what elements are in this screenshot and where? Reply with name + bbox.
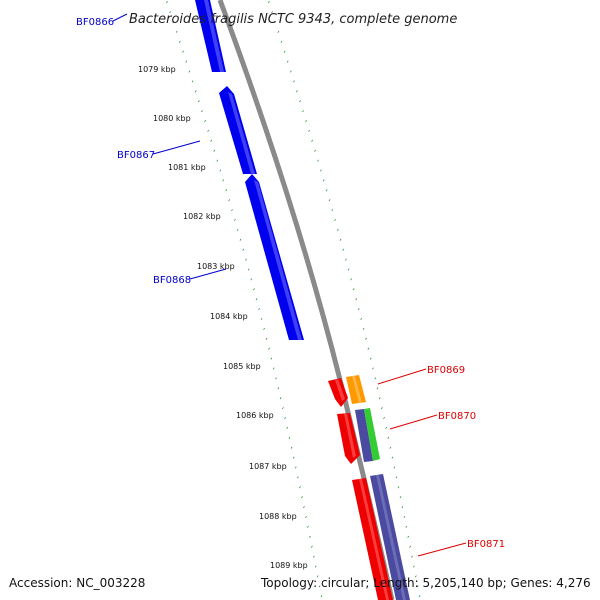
reverse-strand-genes	[328, 375, 410, 600]
gene-bf0868-shape[interactable]	[245, 174, 304, 340]
gene-label-bf0866[interactable]: BF0866	[76, 17, 114, 28]
gene-bf0867-shape[interactable]	[219, 86, 257, 174]
gene-slate-shape[interactable]	[355, 409, 373, 462]
forward-strand-genes	[195, 0, 304, 340]
scale-label-1080: 1080 kbp	[153, 114, 191, 123]
tick-track-right	[268, 1, 421, 598]
scale-label-1088: 1088 kbp	[259, 512, 297, 521]
scale-label-1086: 1086 kbp	[236, 411, 274, 420]
label-leaders	[112, 13, 467, 557]
scale-label-1084: 1084 kbp	[210, 312, 248, 321]
scale-labels: 1079 kbp 1080 kbp 1081 kbp 1082 kbp 1083…	[138, 65, 308, 570]
scale-label-1085: 1085 kbp	[223, 362, 261, 371]
scale-label-1079: 1079 kbp	[138, 65, 176, 74]
gene-label-bf0870[interactable]: BF0870	[438, 411, 476, 422]
scale-label-1081: 1081 kbp	[168, 163, 206, 172]
tick-track-left	[166, 1, 323, 598]
gene-labels: BF0866 BF0867 BF0868 BF0869 BF0870 BF087…	[76, 17, 505, 550]
scale-label-1082: 1082 kbp	[183, 212, 221, 221]
scale-label-1089: 1089 kbp	[270, 561, 308, 570]
tick-tracks	[166, 1, 421, 598]
scale-label-1083: 1083 kbp	[197, 262, 235, 271]
genome-summary-text: Topology: circular; Length: 5,205,140 bp…	[260, 576, 591, 590]
gene-label-bf0869[interactable]: BF0869	[427, 365, 465, 376]
scale-label-1087: 1087 kbp	[249, 462, 287, 471]
gene-label-bf0867[interactable]: BF0867	[117, 150, 155, 161]
gene-label-bf0868[interactable]: BF0868	[153, 275, 191, 286]
gene-green-shape[interactable]	[364, 408, 380, 461]
accession-text: Accession: NC_003228	[9, 576, 145, 590]
map-title: Bacteroides fragilis NCTC 9343, complete…	[129, 12, 457, 27]
gene-label-bf0871[interactable]: BF0871	[467, 539, 505, 550]
